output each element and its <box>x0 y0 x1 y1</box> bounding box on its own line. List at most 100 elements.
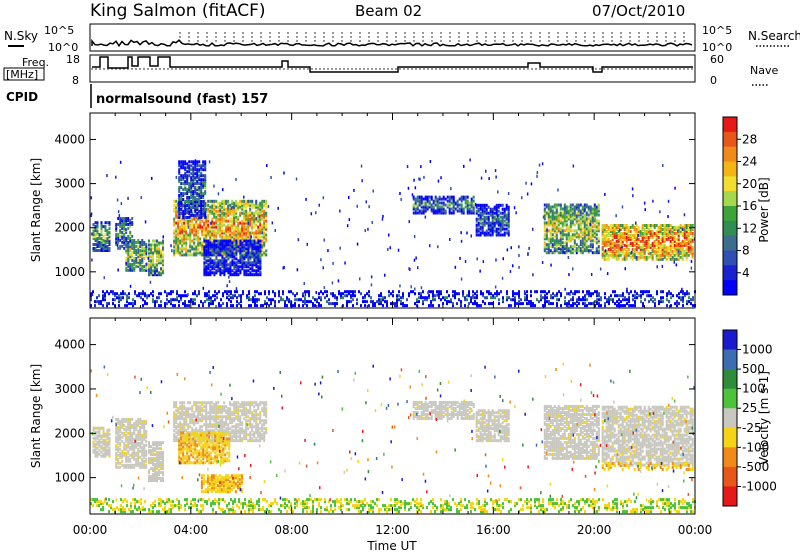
echo-cell <box>606 298 608 302</box>
echo-cell <box>575 251 578 255</box>
echo-cell <box>312 302 314 306</box>
echo-cell <box>522 302 524 306</box>
echo-cell <box>215 199 218 203</box>
echo-cell <box>154 247 156 251</box>
echo-cell <box>617 230 620 233</box>
noise-cell <box>297 238 300 242</box>
echo-cell <box>133 449 136 453</box>
echo-cell <box>181 239 184 243</box>
echo-cell <box>247 213 250 217</box>
echo-cell <box>565 229 568 233</box>
echo-cell <box>141 260 144 264</box>
echo-cell <box>108 249 111 252</box>
echo-cell <box>158 255 160 259</box>
echo-cell <box>691 232 694 235</box>
echo-cell <box>154 271 156 275</box>
echo-cell <box>201 229 204 233</box>
echo-cell <box>141 252 144 256</box>
echo-cell <box>607 253 610 257</box>
echo-cell <box>422 300 424 304</box>
echo-cell <box>117 417 120 421</box>
echo-cell <box>585 205 588 209</box>
echo-cell <box>464 304 466 308</box>
echo-cell <box>129 425 132 429</box>
echo-cell <box>605 224 608 227</box>
echo-cell <box>129 247 132 250</box>
echo-cell <box>481 223 484 227</box>
echo-cell <box>530 302 532 306</box>
echo-cell <box>575 233 578 237</box>
echo-cell <box>235 235 238 239</box>
noise-cell <box>171 249 173 253</box>
echo-cell <box>472 294 474 298</box>
echo-cell <box>671 228 674 231</box>
echo-cell <box>298 304 300 308</box>
echo-cell <box>302 292 304 296</box>
echo-cell <box>682 292 684 296</box>
echo-cell <box>655 230 658 233</box>
echo-cell <box>571 203 574 207</box>
echo-cell <box>156 251 158 255</box>
frequency-panel: Freq. [MHz] 18 8 60 0 Nave <box>3 53 778 87</box>
echo-cell <box>551 225 554 229</box>
echo-cell <box>493 211 496 215</box>
echo-cell <box>222 302 224 306</box>
echo-cell <box>125 245 128 248</box>
echo-cell <box>480 290 482 294</box>
echo-cell <box>488 290 490 294</box>
echo-cell <box>127 455 130 459</box>
echo-cell <box>158 241 160 245</box>
echo-cell <box>214 298 216 302</box>
echo-cell <box>460 300 462 304</box>
echo-cell <box>685 241 688 245</box>
echo-cell <box>679 226 682 229</box>
echo-cell <box>205 265 208 269</box>
echo-cell <box>318 292 320 296</box>
echo-cell <box>553 229 556 233</box>
echo-cell <box>567 229 570 233</box>
echo-cell <box>144 294 146 298</box>
echo-cell <box>587 227 590 231</box>
echo-cell <box>225 233 228 237</box>
echo-cell <box>582 290 584 294</box>
echo-cell <box>154 263 156 267</box>
echo-cell <box>418 199 421 203</box>
echo-cell <box>200 213 203 217</box>
echo-cell <box>265 199 268 203</box>
echo-cell <box>581 211 584 215</box>
echo-cell <box>96 233 99 237</box>
echo-cell <box>653 232 656 235</box>
echo-cell <box>663 245 666 249</box>
echo-cell <box>673 257 676 261</box>
echo-cell <box>227 243 230 247</box>
noise-cell <box>228 280 231 284</box>
echo-cell <box>581 233 584 237</box>
echo-cell <box>217 201 220 205</box>
echo-cell <box>207 225 210 229</box>
echo-cell <box>92 249 95 252</box>
echo-cell <box>119 433 122 437</box>
echo-cell <box>178 164 181 168</box>
echo-cell <box>254 300 256 304</box>
echo-cell <box>617 234 620 237</box>
echo-cell <box>223 271 226 275</box>
echo-cell <box>518 296 520 300</box>
echo-cell <box>120 296 122 300</box>
echo-cell <box>253 269 256 273</box>
echo-cell <box>583 245 586 249</box>
echo-cell <box>96 430 99 434</box>
echo-cell <box>258 292 260 296</box>
echo-cell <box>669 232 672 235</box>
echo-cell <box>247 203 250 207</box>
echo-cell <box>263 233 266 237</box>
echo-cell <box>290 290 292 294</box>
echo-cell <box>239 249 242 253</box>
echo-cell <box>202 196 205 199</box>
echo-cell <box>627 226 630 229</box>
echo-cell <box>553 225 556 229</box>
echo-cell <box>235 241 238 245</box>
echo-cell <box>418 296 420 300</box>
echo-cell <box>595 227 598 231</box>
echo-cell <box>607 255 610 259</box>
echo-cell <box>587 249 590 253</box>
